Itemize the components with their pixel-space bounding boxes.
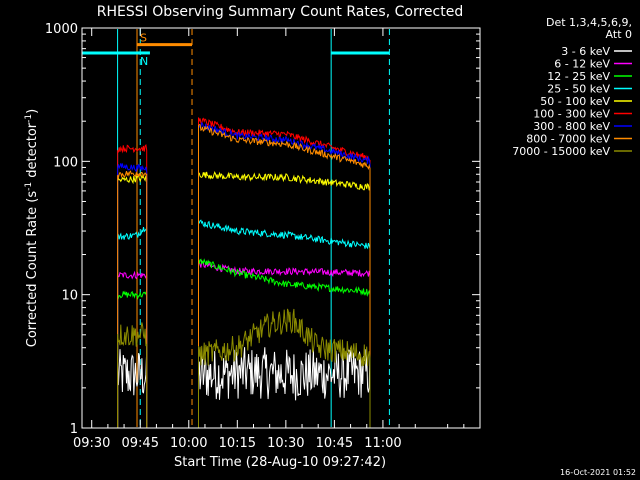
legend-entry-label: 7000 - 15000 keV (512, 145, 610, 158)
y-axis-label-sup1: -1 (24, 182, 34, 191)
legend-entry-label: 300 - 800 keV (533, 120, 610, 133)
y-axis-label-sup2: -1 (24, 114, 34, 123)
series-line (198, 121, 371, 428)
flag-label: S (140, 32, 147, 45)
legend-entry-label: 6 - 12 keV (554, 58, 610, 71)
series-line (117, 143, 148, 428)
flag-label: N (140, 55, 148, 68)
x-tick-label: 10:45 (316, 436, 353, 451)
series-line (198, 170, 371, 428)
x-tick-label: 10:30 (267, 436, 304, 451)
series-line (198, 258, 371, 428)
x-axis: 09:30 09:45 10:00 10:15 10:30 10:45 11:00 (73, 28, 465, 451)
series-line (117, 163, 148, 428)
timestamp: 16-Oct-2021 01:52 (560, 468, 636, 477)
y-axis-label-main: Corrected Count Rate (s (25, 191, 40, 348)
series-line (198, 117, 371, 428)
y-axis-label-end: ) (25, 109, 40, 114)
x-axis-label: Start Time (28-Aug-10 09:27:42) (174, 455, 386, 470)
x-tick-label: 09:45 (122, 436, 159, 451)
series-line (198, 308, 371, 428)
y-axis: 1 10 100 1000 (45, 22, 480, 437)
legend-entry-label: 100 - 300 keV (533, 108, 610, 121)
series-line (117, 270, 148, 428)
x-tick-label: 11:00 (364, 436, 401, 451)
series-line (198, 219, 371, 428)
x-tick-label: 10:00 (170, 436, 207, 451)
legend-entry-label: 3 - 6 keV (561, 45, 610, 58)
series-line (117, 174, 148, 428)
series-line (198, 124, 371, 428)
series-line (117, 227, 148, 428)
x-tick-label: 09:30 (73, 436, 110, 451)
plot-frame (81, 27, 481, 429)
y-tick-label: 1000 (45, 22, 78, 37)
legend-header-1: Det 1,3,4,5,6,9, (546, 16, 632, 29)
flag-bars: SN (82, 32, 390, 68)
y-tick-label: 100 (53, 155, 78, 170)
series-line (117, 290, 148, 428)
series-line (198, 259, 371, 428)
y-tick-label: 10 (61, 289, 78, 304)
series-line (117, 322, 148, 428)
series-line (117, 170, 148, 428)
legend-entry-label: 12 - 25 keV (547, 70, 610, 83)
y-tick-label: 1 (70, 422, 78, 437)
series-line (198, 347, 371, 428)
y-axis-label-mid: detector (25, 122, 40, 182)
y-axis-label: Corrected Count Rate (s-1 detector-1) (24, 109, 40, 347)
series-line (117, 349, 148, 428)
legend-entry-label: 25 - 50 keV (547, 83, 610, 96)
legend-entry-label: 50 - 100 keV (540, 95, 610, 108)
legend-entry-label: 800 - 7000 keV (526, 133, 610, 146)
series-lines (117, 117, 371, 428)
chart-title: RHESSI Observing Summary Count Rates, Co… (97, 4, 463, 20)
legend-header-2: Att 0 (606, 28, 632, 41)
x-tick-label: 10:15 (219, 436, 256, 451)
